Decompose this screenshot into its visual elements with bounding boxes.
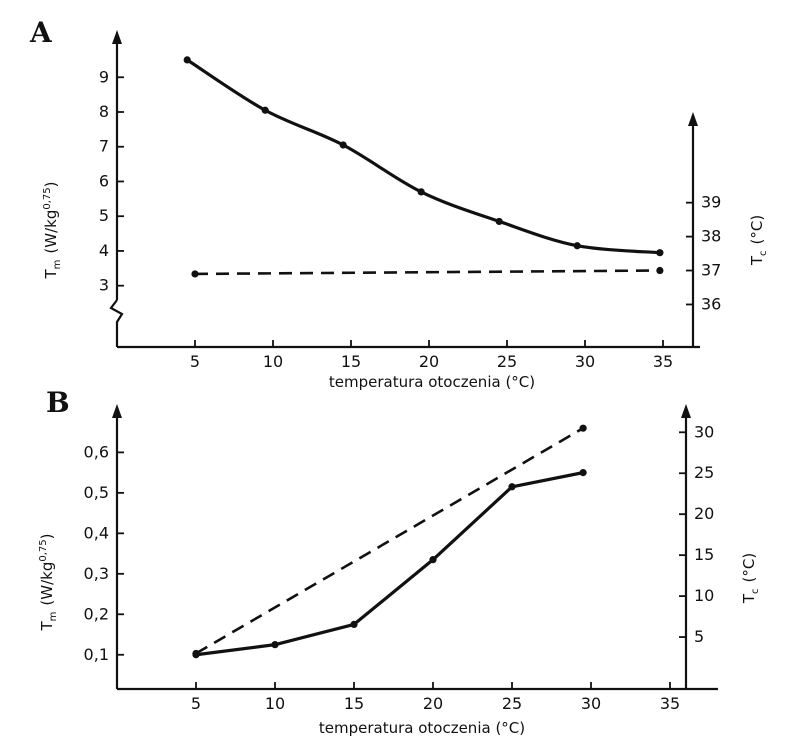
panel-b-right-tick-label: 5 <box>694 627 704 646</box>
panel-b-left-tick-label: 0,5 <box>84 483 109 502</box>
panel-b-tc-dashed-point <box>579 424 587 432</box>
panel-b-right-ylabel: Tc(°C) <box>740 553 761 604</box>
panel-a-left-tick-label: 3 <box>99 276 109 295</box>
panel-b-tm-solid-point <box>271 641 279 649</box>
panel-a-left-tick-label: 5 <box>99 206 109 225</box>
panel-b-tc-dashed-point <box>192 649 200 658</box>
panel-a-x-tick-label: 35 <box>653 352 673 371</box>
panel-b-right-tick-label: 25 <box>694 463 714 482</box>
panel-a-x-tick-label: 5 <box>190 352 200 371</box>
panel-a-right-tick-label: 36 <box>701 294 721 313</box>
panel-b-tm-solid-point <box>429 556 437 564</box>
panel-b-tm-solid-line <box>194 471 585 657</box>
panel-a-x-tick-label: 25 <box>497 352 517 371</box>
panel-a-tm-solid-line <box>185 58 662 255</box>
panel-a-left-tick-label: 4 <box>99 241 109 260</box>
panel-a-tm-solid-point <box>417 188 425 196</box>
panel-b-left-tick-label: 0,3 <box>84 564 109 583</box>
panel-b-x-tick-label: 15 <box>344 694 364 713</box>
panel-a-right-tick-label: 37 <box>701 261 721 280</box>
panel-a-right-tick-label: 38 <box>701 227 721 246</box>
panel-b-tm-solid-point <box>350 620 358 629</box>
panel-a-x-tick-label: 20 <box>419 352 439 371</box>
panel-b-right-tick-label: 20 <box>694 504 714 523</box>
panel-a-right-tick-label: 39 <box>701 193 721 212</box>
panel-b-left-tick-label: 0,4 <box>84 523 109 542</box>
panel-a-tm-solid-point <box>656 249 664 257</box>
panel-b-left-ylabel: Tm(W/kg0,75) <box>38 534 59 632</box>
panel-b-x-tick-label: 10 <box>265 694 285 713</box>
panel-a-label: A <box>29 16 53 49</box>
panel-a-left-tick-label: 7 <box>99 137 109 156</box>
panel-b-left-axis-arrow <box>112 404 122 418</box>
chart-marks: 5 10 15 20 25 30 35 3 4 5 6 7 8 9 36 37 38 39 5 10 15 20 25 30 3… <box>84 30 721 713</box>
panel-b-label: B <box>46 386 70 419</box>
panel-a-x-tick-label: 10 <box>263 352 283 371</box>
panel-a-tm-solid-point <box>495 217 503 226</box>
panel-b-x-tick-label: 20 <box>423 694 443 713</box>
panel-a-left-axis-arrow <box>112 30 122 44</box>
panel-b-x-tick-label: 35 <box>660 694 680 713</box>
panel-a-left-tick-label: 8 <box>99 102 109 121</box>
panel-a-tm-solid-point <box>573 242 581 250</box>
panel-b-x-tick-label: 5 <box>191 694 201 713</box>
panel-b-left-tick-label: 0,2 <box>84 604 109 623</box>
panel-b-tc-dashed-line <box>195 427 584 655</box>
panel-a-x-tick-label: 15 <box>341 352 361 371</box>
panel-a-right-axis-arrow <box>688 112 698 126</box>
panel-a-tc-dashed-point <box>191 270 199 278</box>
panel-b-right-tick-label: 30 <box>694 422 714 441</box>
panel-a-xlabel: temperatura otoczenia (°C) <box>329 373 535 391</box>
panel-b-xlabel: temperatura otoczenia (°C) <box>319 719 525 737</box>
panel-b-x-tick-label: 30 <box>581 694 601 713</box>
panel-b-tm-solid-point <box>508 483 516 491</box>
panel-a-left-tick-label: 9 <box>99 67 109 86</box>
panel-a-right-ylabel: Tc(°C) <box>748 215 769 266</box>
panel-b-left-tick-label: 0,6 <box>84 442 109 461</box>
panel-a-x-tick-label: 30 <box>575 352 595 371</box>
panel-a-tm-solid-point <box>339 141 347 149</box>
panel-b-right-tick-label: 15 <box>694 545 714 564</box>
panel-b-right-tick-label: 10 <box>694 586 714 605</box>
panel-b-right-axis-arrow <box>681 404 691 418</box>
panel-a-tc-dashed-line <box>194 269 660 276</box>
panel-a-left-ylabel: Tm(W/kg0,75) <box>42 182 63 280</box>
panel-a-tc-dashed-point <box>656 266 664 275</box>
panel-b-left-tick-label: 0,1 <box>84 645 109 664</box>
panel-b-x-tick-label: 25 <box>502 694 522 713</box>
panel-a-tm-solid-point <box>261 106 269 114</box>
panel-b-tm-solid-point <box>579 469 587 477</box>
panel-a-tm-solid-point <box>183 56 191 64</box>
panel-a-left-tick-label: 6 <box>99 171 109 190</box>
panel-a-axis-break <box>109 299 124 347</box>
